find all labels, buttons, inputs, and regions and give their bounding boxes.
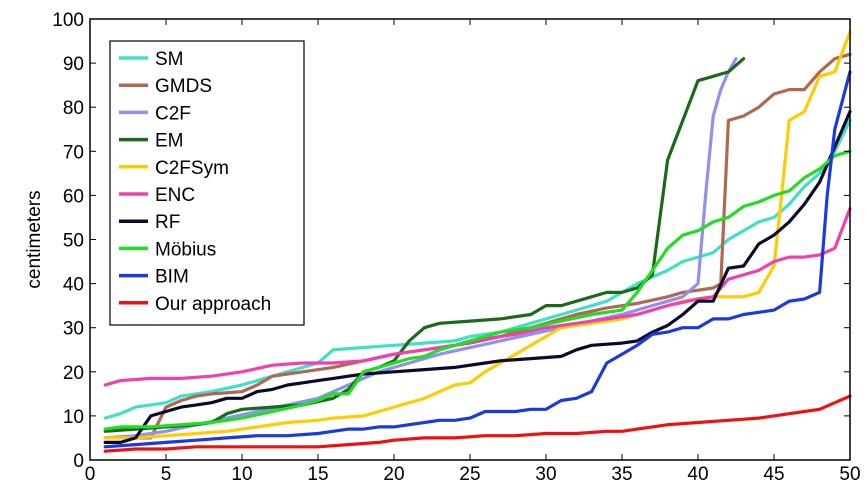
legend-label: C2FSym: [155, 158, 229, 179]
x-tick-label: 5: [161, 464, 172, 485]
y-tick-label: 50: [63, 231, 84, 252]
y-axis-label: centimeters: [24, 190, 45, 288]
x-tick-label: 20: [383, 464, 404, 485]
y-tick-label: 80: [63, 98, 84, 119]
series-line-sm: [103, 118, 852, 420]
legend-label: EM: [155, 131, 184, 152]
legend-label: BIM: [155, 267, 189, 288]
x-tick-label: 50: [839, 464, 860, 485]
series-line-c2f: [103, 57, 738, 440]
series-line-m-bius: [103, 149, 852, 431]
series-line-em: [103, 57, 746, 433]
x-tick-label: 45: [763, 464, 784, 485]
legend-label: GMDS: [155, 76, 212, 97]
series-layer: [103, 30, 852, 453]
series-line-c2fsym: [103, 30, 852, 440]
x-tick-label: 0: [85, 464, 96, 485]
y-tick-label: 30: [63, 319, 84, 340]
legend-label: SM: [155, 49, 184, 70]
y-tick-label: 0: [73, 451, 84, 472]
y-tick-label: 100: [52, 10, 84, 31]
series-line-bim: [103, 70, 852, 449]
series-line-enc: [103, 207, 852, 387]
series-line-rf: [103, 110, 852, 444]
x-tick-label: 10: [231, 464, 252, 485]
axes-layer: 0 5 10 15 20 25 30 35 40 45 50 0 10 20 30 40 50 60 70 80 90 1…: [52, 10, 860, 485]
x-tick-label: 30: [535, 464, 556, 485]
series-line-our-approach: [103, 394, 852, 453]
x-tick-label: 35: [611, 464, 632, 485]
y-tick-label: 70: [63, 142, 84, 163]
legend-label: ENC: [155, 185, 195, 206]
x-tick-label: 40: [687, 464, 708, 485]
legend-box: [109, 40, 305, 326]
legend-label: Our approach: [155, 294, 271, 315]
legend: SM GMDS C2F EM C2FSym ENC RF Möbius BIM Our appro…: [109, 40, 305, 326]
x-tick-label: 15: [307, 464, 328, 485]
x-tick-label: 25: [459, 464, 480, 485]
y-tick-label: 20: [63, 363, 84, 384]
y-tick-label: 90: [63, 54, 84, 75]
y-tick-label: 60: [63, 186, 84, 207]
legend-label: Möbius: [155, 239, 216, 260]
y-tick-label: 40: [63, 275, 84, 296]
y-tick-label: 10: [63, 407, 84, 428]
legend-label: RF: [155, 212, 180, 233]
legend-label: C2F: [155, 103, 191, 124]
